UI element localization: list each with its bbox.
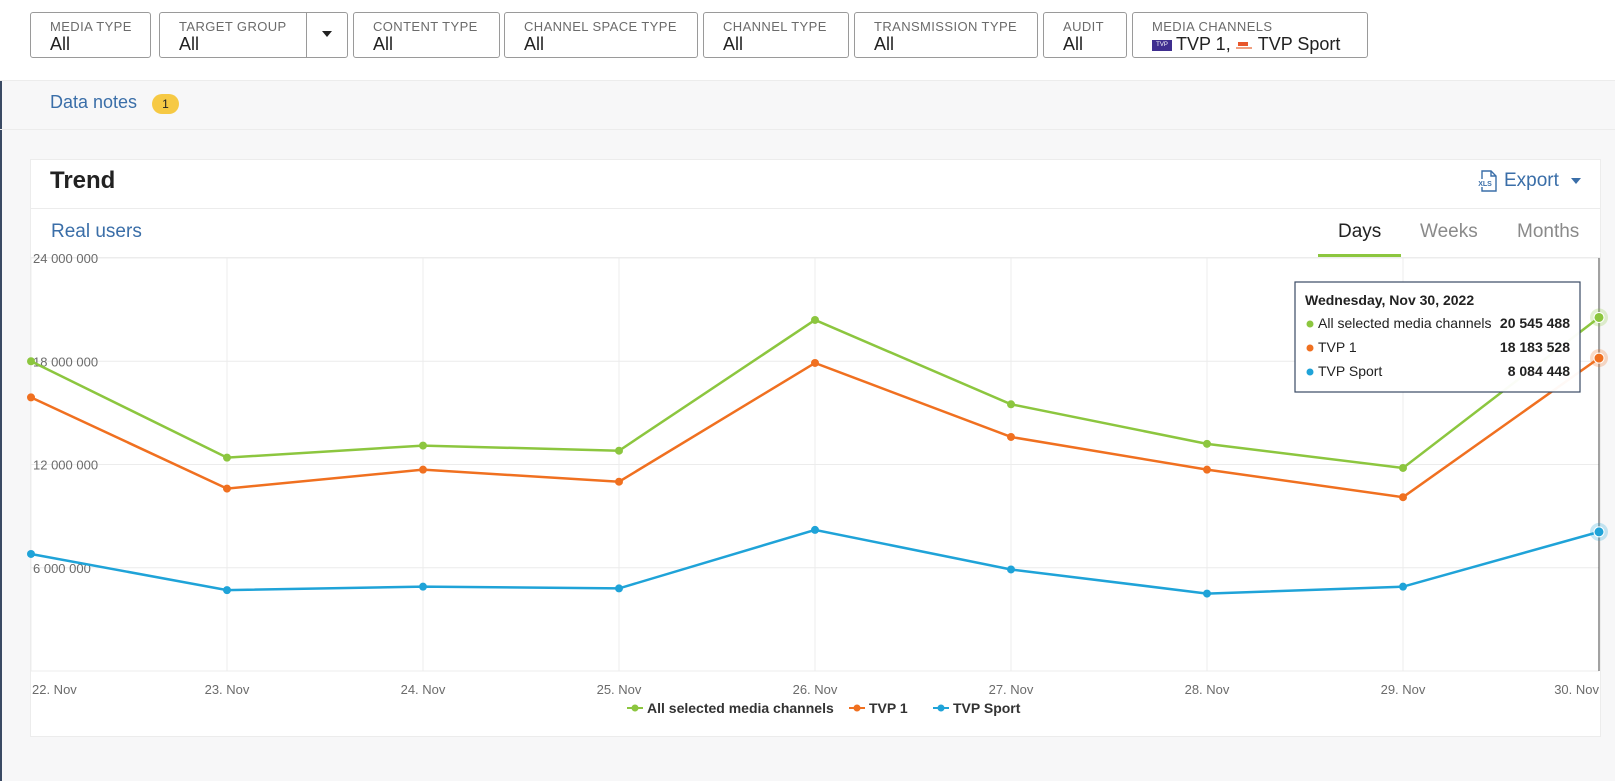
metric-real-users-link[interactable]: Real users [51,221,142,242]
chevron-down-icon [1570,178,1581,184]
filter-media-type[interactable]: MEDIA TYPE All [30,12,151,58]
filter-label: TRANSMISSION TYPE [874,19,1018,34]
filter-value: All [524,34,545,54]
notes-strip [0,81,1615,130]
tvp1-logo-icon: TVP [1152,39,1172,51]
filter-value: All [179,34,200,54]
filter-value: All [723,34,744,54]
filter-value: All [50,34,71,54]
filter-label: MEDIA TYPE [50,19,132,34]
tab-weeks[interactable]: Weeks [1420,221,1478,242]
filter-label: CHANNEL SPACE TYPE [524,19,677,34]
export-label: Export [1504,170,1559,191]
filter-channel-type[interactable]: CHANNEL TYPE All [703,12,849,58]
data-notes-link[interactable]: Data notes [50,92,138,112]
filter-value: TVP TVP 1, TVP Sport [1152,34,1340,55]
xls-file-icon: XLS [1478,170,1497,192]
svg-text:XLS: XLS [1478,181,1492,188]
filter-label: MEDIA CHANNELS [1152,19,1273,34]
tab-months[interactable]: Months [1517,221,1580,242]
filter-audit[interactable]: AUDIT All [1043,12,1127,58]
chevron-down-icon[interactable] [306,13,347,57]
filter-channel-space-type[interactable]: CHANNEL SPACE TYPE All [504,12,698,58]
left-edge-rule [0,0,2,781]
filter-transmission-type[interactable]: TRANSMISSION TYPE All [854,12,1038,58]
export-button[interactable]: XLS Export [1478,170,1581,192]
filter-media-channels[interactable]: MEDIA CHANNELS TVP TVP 1, TVP Sport [1132,12,1368,58]
tvp-sport-logo-icon [1235,40,1254,51]
filter-bar: MEDIA TYPE All TARGET GROUP All CONTENT … [0,0,1615,81]
divider [31,208,1600,209]
filter-label: TARGET GROUP [179,19,287,34]
active-tab-indicator [1318,254,1401,257]
card-title: Trend [50,167,116,194]
filter-value: All [373,34,394,54]
filter-label: AUDIT [1063,19,1104,34]
trend-card [30,159,1601,737]
channel-tvp1-label: TVP 1, [1176,34,1231,54]
tab-days[interactable]: Days [1338,221,1382,242]
filter-label: CHANNEL TYPE [723,19,827,34]
data-notes-count-badge: 1 [152,94,179,114]
filter-value: All [1063,34,1084,54]
channel-tvp-sport-label: TVP Sport [1257,34,1341,54]
filter-content-type[interactable]: CONTENT TYPE All [353,12,500,58]
filter-value: All [874,34,895,54]
filter-target-group[interactable]: TARGET GROUP All [159,12,348,58]
divider [31,257,1600,258]
filter-label: CONTENT TYPE [373,19,478,34]
